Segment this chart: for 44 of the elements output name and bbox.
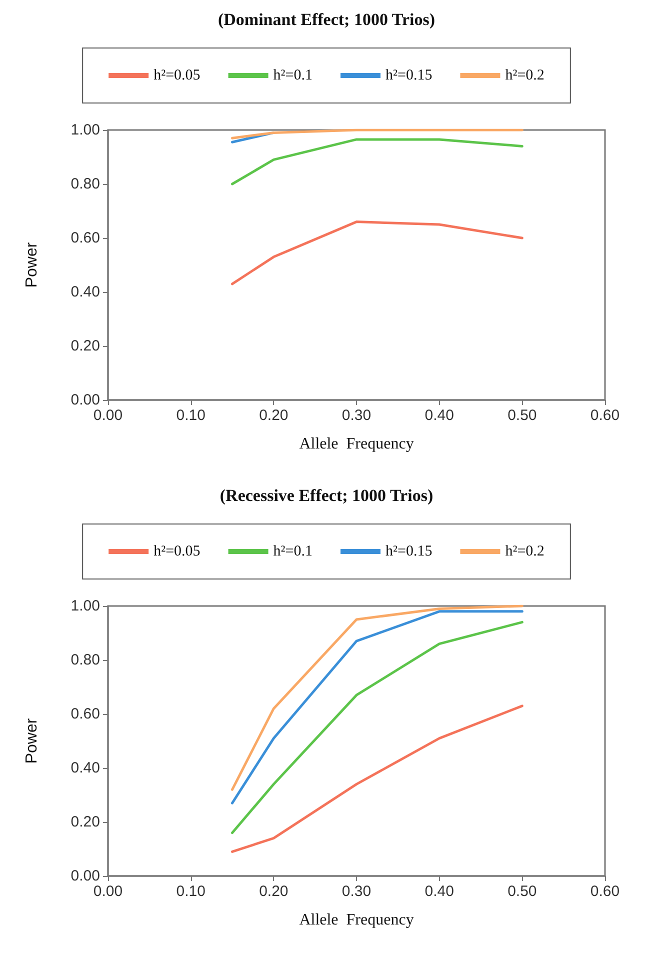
legend-label: h²=0.05 xyxy=(154,68,200,84)
x-tick-label: 0.30 xyxy=(342,883,372,900)
y-tick-label: 0.40 xyxy=(70,284,100,300)
x-tick-label: 0.10 xyxy=(176,407,206,424)
legend-label: h²=0.15 xyxy=(386,544,432,560)
x-tick-label: 0.00 xyxy=(93,407,123,424)
line-series xyxy=(231,620,524,834)
y-axis-title: Power xyxy=(24,718,40,764)
y-tick-label: 0.80 xyxy=(70,176,100,192)
line-series xyxy=(231,138,524,186)
legend-label: h²=0.2 xyxy=(505,544,544,560)
x-tick-label: 0.50 xyxy=(508,883,537,900)
x-tick-label: 0.20 xyxy=(259,407,288,424)
y-tick-label: 0.40 xyxy=(70,760,100,776)
legend-label: h²=0.1 xyxy=(273,544,313,560)
y-axis-title: Power xyxy=(24,242,40,288)
y-tick-label: 0.20 xyxy=(70,814,100,830)
y-tick-label: 0.00 xyxy=(70,392,100,408)
legend-label: h²=0.2 xyxy=(505,68,544,84)
x-tick-label: 0.50 xyxy=(508,407,537,424)
x-tick-label: 0.60 xyxy=(590,407,620,424)
y-tick-label: 1.00 xyxy=(70,598,100,614)
y-tick-label: 0.20 xyxy=(70,338,100,354)
x-tick-label: 0.40 xyxy=(424,407,454,424)
x-tick-label: 0.60 xyxy=(590,883,620,900)
x-tick-label: 0.30 xyxy=(342,407,372,424)
y-tick-label: 1.00 xyxy=(70,122,100,138)
chart-title: (Dominant Effect; 1000 Trios) xyxy=(218,10,436,29)
y-tick-label: 0.60 xyxy=(70,230,100,246)
y-tick-label: 0.80 xyxy=(70,652,100,668)
x-axis-title: Allele Frequency xyxy=(299,912,414,928)
x-tick-label: 0.20 xyxy=(259,883,288,900)
line-series xyxy=(231,704,524,853)
x-axis-title: Allele Frequency xyxy=(299,436,414,452)
y-tick-label: 0.60 xyxy=(70,706,100,722)
x-tick-label: 0.00 xyxy=(93,883,123,900)
legend-label: h²=0.15 xyxy=(386,68,432,84)
chart-title: (Recessive Effect; 1000 Trios) xyxy=(220,486,434,505)
line-series xyxy=(231,220,524,286)
y-tick-label: 0.00 xyxy=(70,868,100,884)
x-tick-label: 0.10 xyxy=(176,883,206,900)
legend-label: h²=0.05 xyxy=(154,544,200,560)
x-tick-label: 0.40 xyxy=(424,883,454,900)
legend-label: h²=0.1 xyxy=(273,68,313,84)
